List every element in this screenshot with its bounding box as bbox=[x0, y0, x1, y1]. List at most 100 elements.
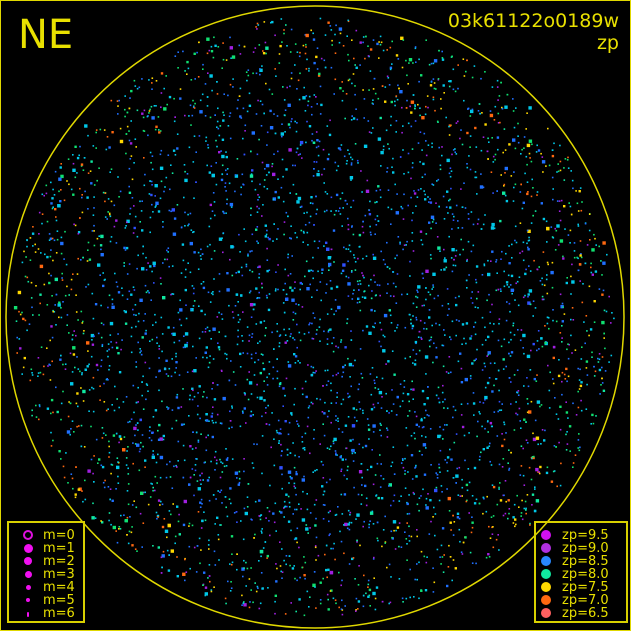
star-point bbox=[66, 180, 68, 182]
star-point bbox=[350, 119, 353, 121]
star-point bbox=[461, 343, 463, 345]
star-point bbox=[214, 469, 216, 471]
star-point bbox=[123, 265, 125, 267]
star-point bbox=[182, 388, 184, 390]
star-point bbox=[220, 150, 222, 152]
star-point bbox=[540, 202, 543, 205]
star-point bbox=[293, 485, 296, 488]
star-point bbox=[428, 339, 431, 342]
star-point bbox=[314, 545, 317, 547]
star-point bbox=[561, 302, 564, 305]
star-point bbox=[126, 516, 129, 519]
star-point bbox=[547, 127, 549, 130]
star-point bbox=[257, 342, 259, 344]
star-point bbox=[296, 579, 298, 582]
star-point bbox=[295, 130, 298, 133]
star-point bbox=[217, 46, 220, 48]
star-point bbox=[484, 326, 486, 329]
star-point bbox=[222, 42, 224, 44]
star-point bbox=[358, 443, 361, 445]
star-point bbox=[449, 167, 452, 169]
star-point bbox=[555, 320, 558, 323]
star-point bbox=[316, 289, 318, 291]
star-point bbox=[278, 342, 281, 344]
star-point bbox=[95, 438, 98, 441]
star-point bbox=[163, 87, 165, 90]
star-point bbox=[77, 232, 80, 235]
horizon-circle bbox=[5, 5, 625, 629]
star-point bbox=[544, 341, 547, 345]
star-point bbox=[424, 198, 427, 201]
star-point bbox=[308, 125, 312, 128]
star-point bbox=[389, 66, 393, 69]
star-point bbox=[82, 169, 85, 171]
star-point bbox=[217, 346, 221, 349]
star-point bbox=[100, 248, 102, 251]
star-point bbox=[188, 525, 190, 527]
star-point bbox=[580, 256, 583, 259]
star-point bbox=[185, 317, 188, 320]
star-point bbox=[488, 445, 491, 447]
star-point bbox=[21, 261, 24, 264]
magnitude-label: m=0 bbox=[43, 528, 75, 543]
star-point bbox=[377, 539, 379, 542]
star-point bbox=[108, 451, 111, 454]
star-point bbox=[406, 293, 409, 295]
star-point bbox=[315, 55, 318, 59]
star-point bbox=[388, 602, 390, 605]
star-point bbox=[81, 211, 84, 214]
star-point bbox=[353, 256, 356, 259]
star-point bbox=[306, 287, 310, 291]
star-point bbox=[443, 259, 447, 263]
star-point bbox=[345, 248, 347, 250]
star-point bbox=[306, 590, 309, 593]
star-point bbox=[188, 483, 191, 486]
star-point bbox=[244, 130, 246, 132]
star-point bbox=[206, 326, 209, 329]
star-point bbox=[310, 106, 313, 108]
star-point bbox=[479, 112, 481, 115]
star-point bbox=[190, 308, 192, 311]
star-point bbox=[204, 519, 207, 522]
star-point bbox=[382, 349, 386, 353]
star-point bbox=[454, 255, 457, 257]
star-point bbox=[268, 293, 271, 295]
star-point bbox=[586, 244, 589, 246]
star-point bbox=[135, 146, 137, 148]
star-point bbox=[428, 201, 430, 203]
star-point bbox=[547, 263, 549, 266]
star-point bbox=[315, 517, 317, 520]
star-point bbox=[514, 518, 517, 521]
star-point bbox=[280, 186, 283, 189]
star-point bbox=[439, 250, 441, 252]
star-point bbox=[556, 485, 558, 488]
star-point bbox=[497, 112, 500, 115]
star-point bbox=[536, 374, 538, 376]
star-point bbox=[575, 414, 578, 416]
star-point bbox=[200, 498, 203, 501]
star-point bbox=[237, 270, 240, 274]
star-point bbox=[523, 418, 526, 421]
star-point bbox=[74, 145, 77, 148]
star-point bbox=[305, 395, 308, 399]
star-point bbox=[176, 466, 178, 468]
star-point bbox=[448, 235, 450, 238]
star-point bbox=[176, 556, 178, 558]
star-point bbox=[79, 370, 81, 373]
star-point bbox=[159, 455, 164, 460]
star-point bbox=[382, 259, 385, 261]
star-point bbox=[415, 295, 417, 298]
star-point bbox=[418, 425, 420, 428]
star-point bbox=[390, 576, 392, 578]
star-point bbox=[210, 165, 213, 167]
star-point bbox=[266, 376, 268, 379]
star-point bbox=[202, 356, 204, 359]
star-point bbox=[325, 568, 328, 572]
star-point bbox=[61, 272, 63, 275]
star-point bbox=[348, 59, 350, 62]
star-point bbox=[561, 393, 563, 396]
star-point bbox=[208, 476, 210, 479]
star-point bbox=[322, 504, 325, 506]
star-point bbox=[273, 521, 276, 524]
star-point bbox=[500, 258, 502, 260]
